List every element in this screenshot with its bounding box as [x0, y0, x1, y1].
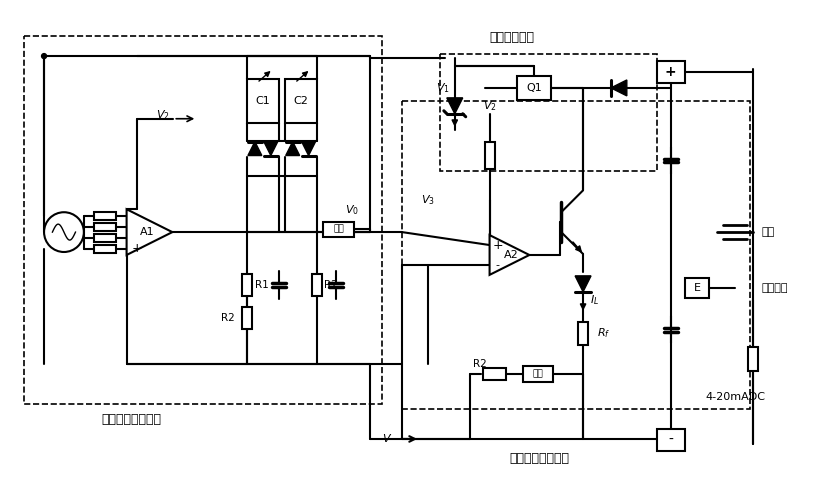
- Bar: [94, 245, 116, 253]
- Text: R2: R2: [324, 280, 338, 290]
- Bar: [440, 54, 656, 172]
- Polygon shape: [286, 142, 299, 155]
- Text: 调节: 调节: [333, 225, 344, 233]
- Polygon shape: [301, 142, 315, 155]
- Bar: [94, 212, 116, 220]
- Bar: [484, 142, 494, 170]
- Text: 调节: 调节: [532, 370, 543, 379]
- Polygon shape: [248, 142, 262, 155]
- Bar: [311, 274, 321, 296]
- Bar: [94, 234, 116, 242]
- Text: 负载阻抗: 负载阻抗: [760, 283, 787, 293]
- Text: $I_L$: $I_L$: [590, 293, 599, 307]
- Text: R1: R1: [254, 280, 268, 290]
- Text: V: V: [382, 434, 390, 444]
- Bar: [242, 307, 252, 328]
- Bar: [482, 368, 506, 380]
- Bar: [242, 274, 252, 296]
- Bar: [402, 101, 749, 409]
- Bar: [522, 366, 552, 382]
- Polygon shape: [489, 235, 529, 275]
- Text: $V_2$: $V_2$: [482, 99, 496, 113]
- Text: $V_2$: $V_2$: [156, 108, 169, 122]
- Polygon shape: [610, 80, 626, 96]
- Circle shape: [41, 54, 46, 58]
- Polygon shape: [127, 209, 172, 255]
- Circle shape: [44, 212, 84, 252]
- Text: Q1: Q1: [526, 83, 542, 93]
- Bar: [247, 79, 278, 123]
- Bar: [517, 76, 551, 100]
- Text: C1: C1: [255, 96, 270, 106]
- Text: 基准电源电路: 基准电源电路: [489, 31, 534, 44]
- Text: 电容电压变换电路: 电容电压变换电路: [102, 412, 161, 426]
- Text: C2: C2: [293, 96, 308, 106]
- Text: +: +: [131, 241, 142, 255]
- Text: $R_f$: $R_f$: [596, 326, 609, 341]
- Bar: [94, 223, 116, 231]
- Text: $V_1$: $V_1$: [436, 81, 450, 95]
- Text: E: E: [693, 283, 700, 293]
- Bar: [284, 79, 316, 123]
- Text: R2: R2: [472, 359, 486, 369]
- Text: 电压电流变换电路: 电压电流变换电路: [508, 452, 569, 465]
- Text: R2: R2: [221, 313, 234, 322]
- Text: 电源: 电源: [760, 227, 773, 237]
- Text: +: +: [492, 238, 503, 252]
- Polygon shape: [263, 142, 277, 155]
- Bar: [747, 348, 757, 371]
- Polygon shape: [446, 98, 462, 114]
- Polygon shape: [575, 276, 590, 292]
- Bar: [656, 61, 684, 83]
- Text: +: +: [664, 65, 676, 79]
- Bar: [656, 429, 684, 451]
- Text: A2: A2: [503, 250, 518, 260]
- Text: $V_3$: $V_3$: [421, 193, 435, 207]
- Text: A1: A1: [140, 227, 155, 237]
- Text: -: -: [667, 433, 672, 447]
- Bar: [577, 321, 587, 346]
- Text: -: -: [495, 260, 499, 270]
- Bar: [24, 36, 382, 404]
- Text: $V_0$: $V_0$: [345, 203, 359, 217]
- Bar: [322, 222, 354, 237]
- Bar: [685, 278, 709, 298]
- Text: 4-20mADC: 4-20mADC: [705, 392, 764, 402]
